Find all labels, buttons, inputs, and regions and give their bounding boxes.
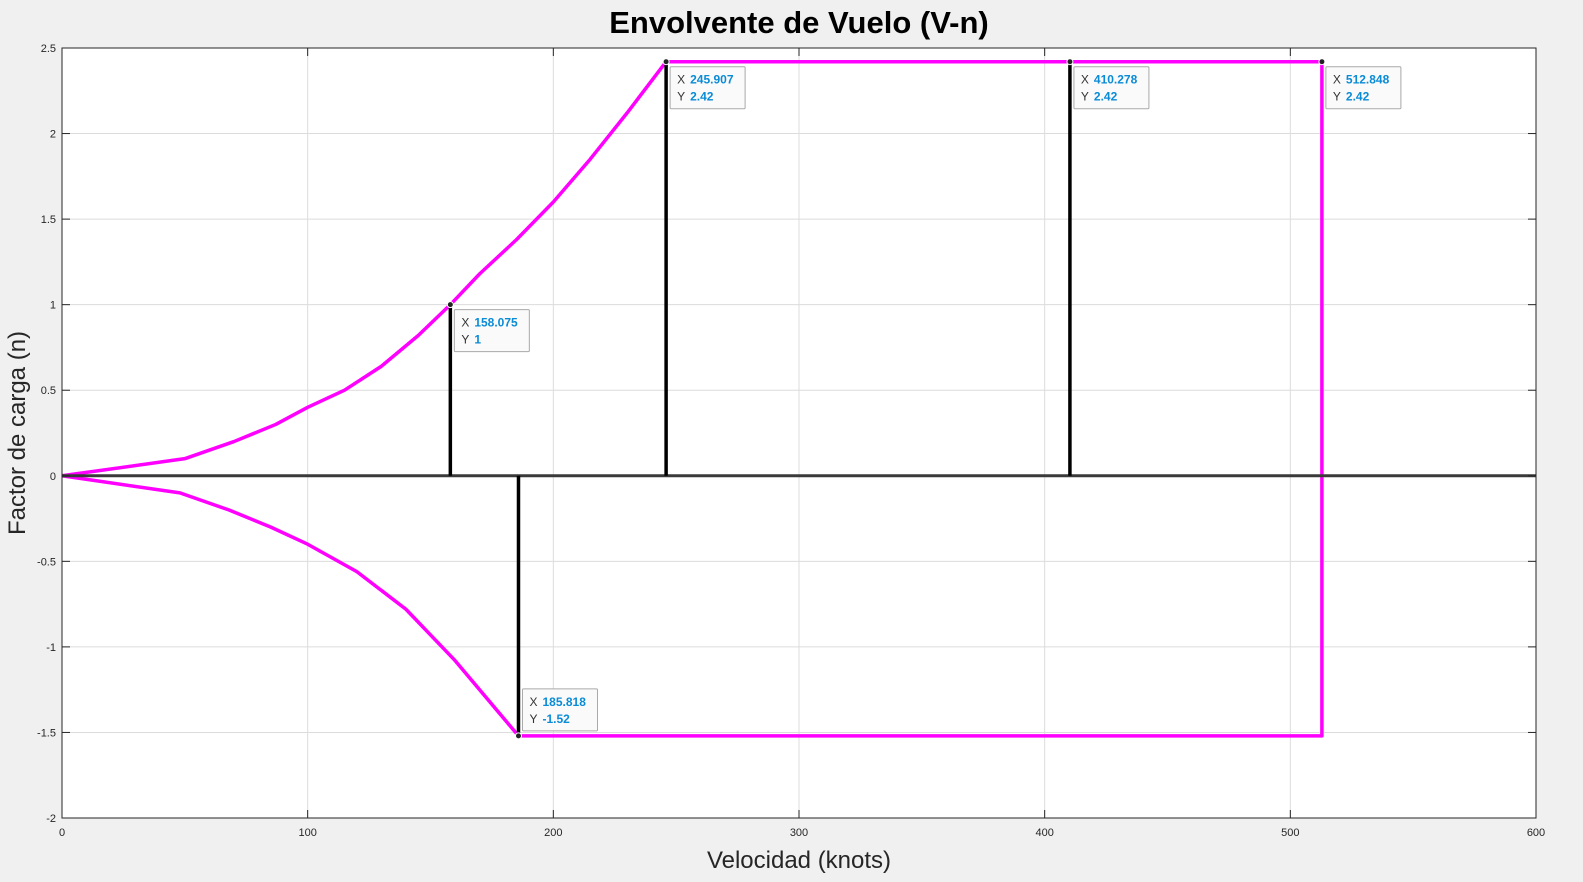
data-tip-y-key: Y (1081, 90, 1089, 104)
data-tip-x-key: X (461, 316, 469, 330)
data-tip: X 185.818 Y -1.52 (514, 688, 598, 740)
data-tip-y-value: 2.42 (1346, 90, 1370, 104)
y-tick-label: 1.5 (41, 214, 56, 226)
y-tick-label: 1 (50, 300, 56, 312)
data-tip: X 410.278 Y 2.42 (1066, 58, 1150, 110)
x-tick-label: 500 (1281, 827, 1299, 839)
data-tip-y-value: 2.42 (690, 90, 714, 104)
data-tip-marker (514, 732, 522, 740)
x-axis-label: Velocidad (knots) (707, 847, 891, 874)
data-tip-box (1073, 66, 1150, 110)
y-tick-label: -1 (46, 642, 56, 654)
data-tip-x-key: X (1081, 73, 1089, 87)
axis-ticks: 0 100 200 300 400 500 600 -2 -1.5 -1 -0.5 0 0.5 1 1.5 2… (37, 43, 1545, 839)
y-tick-label: -1.5 (37, 727, 56, 739)
data-tip-marker (1066, 58, 1074, 66)
y-tick-label: -0.5 (37, 556, 56, 568)
data-tip-x-value: 410.278 (1094, 73, 1138, 87)
data-tip: X 245.907 Y 2.42 (662, 58, 746, 110)
data-tip-x-value: 158.075 (474, 316, 518, 330)
data-tip-box (669, 66, 746, 110)
data-tip-box (1325, 66, 1402, 110)
data-tip-y-key: Y (1333, 90, 1341, 104)
x-tick-label: 400 (1035, 827, 1053, 839)
data-tip-y-key: Y (461, 333, 469, 347)
data-tip-x-key: X (1333, 73, 1341, 87)
data-tip-marker (1318, 58, 1326, 66)
y-tick-label: -2 (46, 813, 56, 825)
data-tip-box (453, 309, 530, 353)
data-tip-marker (446, 301, 454, 309)
data-tip-x-key: X (677, 73, 685, 87)
data-tip-y-key: Y (677, 90, 685, 104)
x-tick-label: 0 (59, 827, 65, 839)
data-tip-y-value: 2.42 (1094, 90, 1118, 104)
data-tip-y-value: -1.52 (542, 712, 570, 726)
y-tick-label: 2.5 (41, 43, 56, 55)
data-tip-y-value: 1 (474, 333, 481, 347)
data-tip-x-value: 512.848 (1346, 73, 1390, 87)
x-tick-label: 300 (790, 827, 808, 839)
data-tip-y-key: Y (529, 712, 537, 726)
data-tip-box (521, 688, 598, 732)
data-tip: X 512.848 Y 2.42 (1318, 58, 1402, 110)
data-tip-x-value: 185.818 (542, 695, 586, 709)
x-tick-label: 100 (298, 827, 316, 839)
y-axis-label: Factor de carga (n) (4, 331, 31, 535)
x-tick-label: 600 (1527, 827, 1545, 839)
x-tick-label: 200 (544, 827, 562, 839)
data-tip-x-key: X (529, 695, 537, 709)
chart-title: Envolvente de Vuelo (V-n) (609, 5, 989, 40)
series-line-1 (61, 474, 520, 737)
y-tick-label: 2 (50, 129, 56, 141)
y-tick-label: 0.5 (41, 385, 56, 397)
data-tip-x-value: 245.907 (690, 73, 734, 87)
data-tip-marker (662, 58, 670, 66)
data-tip: X 158.075 Y 1 (446, 301, 530, 353)
y-tick-label: 0 (50, 471, 56, 483)
